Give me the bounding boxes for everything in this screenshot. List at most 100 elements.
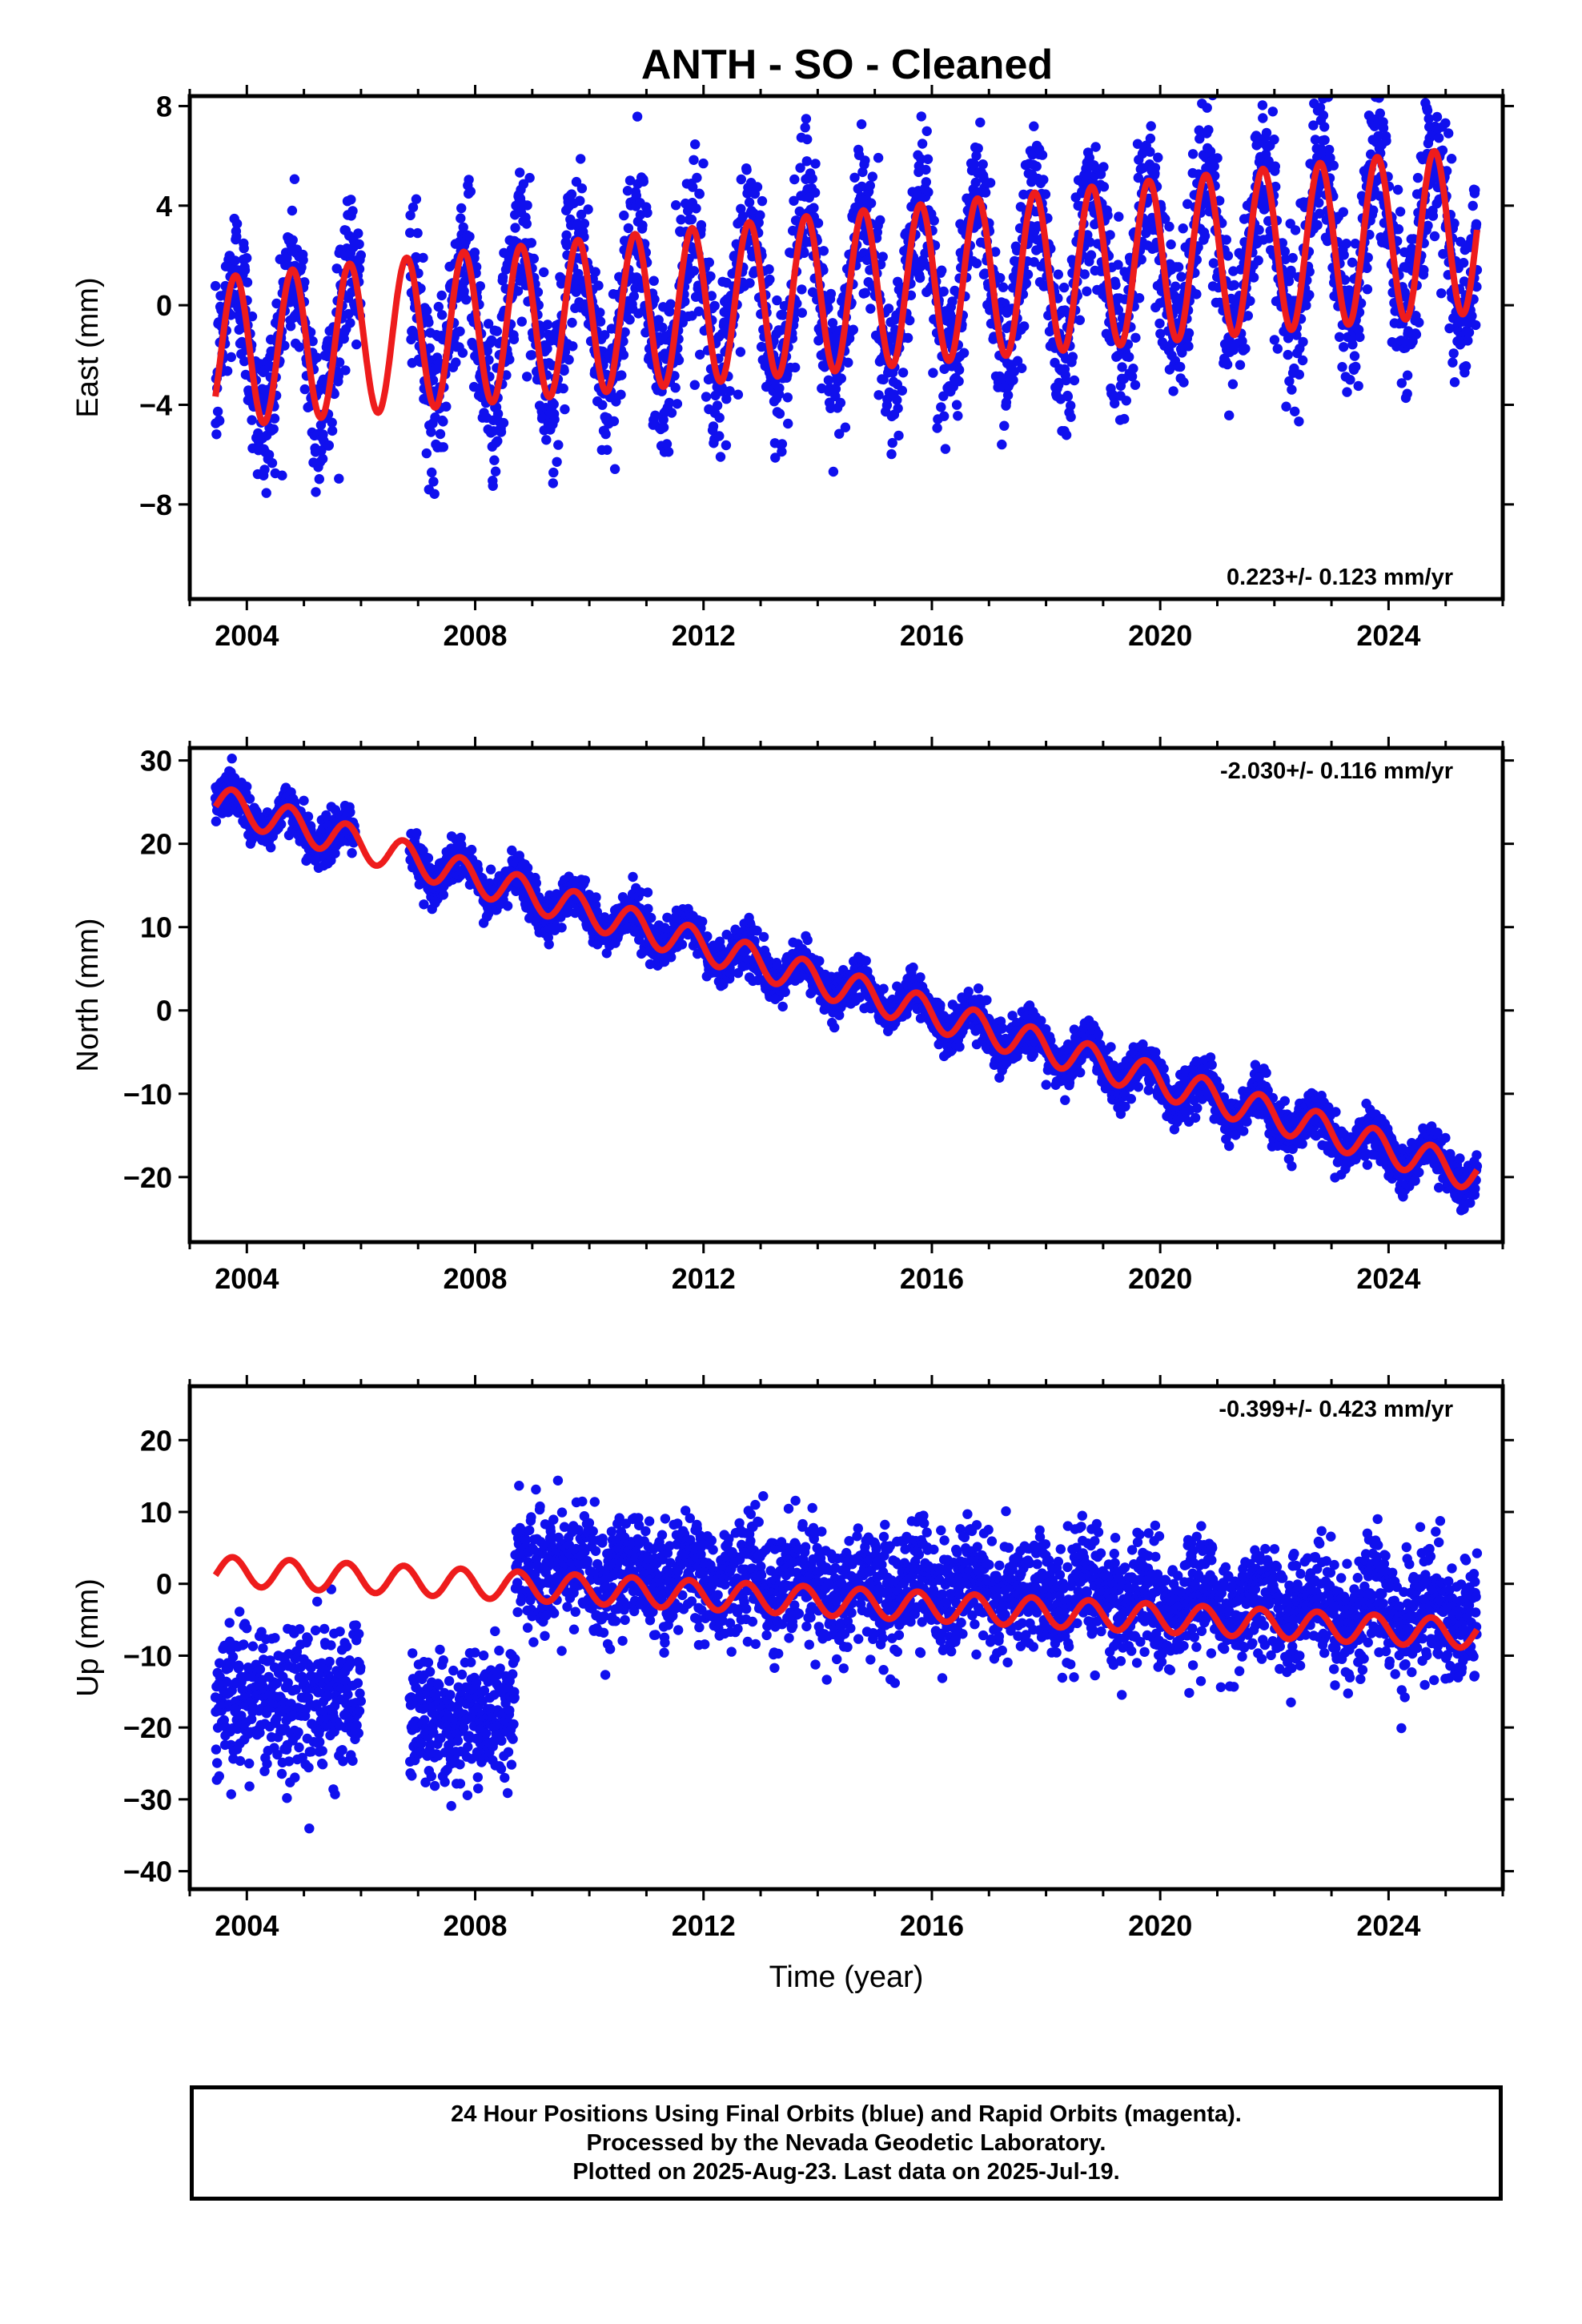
- data-point: [524, 172, 535, 183]
- data-point: [954, 376, 964, 387]
- data-point: [1431, 111, 1443, 123]
- data-point: [865, 180, 876, 191]
- data-point: [1166, 239, 1176, 250]
- data-point: [1067, 352, 1078, 362]
- data-point: [1287, 252, 1298, 263]
- data-point: [579, 219, 590, 229]
- data-point: [770, 452, 781, 463]
- data-point: [576, 183, 588, 194]
- data-point: [277, 470, 287, 480]
- data-point: [567, 317, 577, 328]
- data-point: [1021, 278, 1032, 289]
- data-point: [459, 286, 469, 296]
- data-point: [917, 139, 928, 149]
- data-point: [1098, 162, 1109, 172]
- data-point: [1031, 161, 1042, 171]
- data-point: [657, 322, 668, 333]
- data-point: [648, 275, 659, 286]
- data-point: [1173, 262, 1184, 272]
- data-point: [1199, 231, 1211, 241]
- data-point: [542, 320, 553, 330]
- data-point: [1150, 163, 1161, 173]
- data-point: [489, 455, 500, 465]
- data-point: [1253, 255, 1263, 266]
- data-point: [1132, 139, 1143, 149]
- data-point: [211, 816, 222, 826]
- data-point: [1341, 239, 1351, 249]
- data-point: [1269, 335, 1280, 345]
- data-point: [285, 321, 296, 332]
- data-point: [504, 354, 515, 365]
- data-point: [1290, 225, 1301, 235]
- data-point: [849, 172, 860, 183]
- data-point: [1178, 377, 1189, 388]
- data-point: [261, 488, 271, 498]
- data-point: [1395, 207, 1406, 217]
- data-point: [856, 119, 867, 130]
- data-point: [819, 362, 830, 372]
- data-point: [1429, 231, 1440, 242]
- data-point: [1008, 375, 1018, 385]
- data-point: [642, 887, 653, 898]
- data-point: [466, 844, 477, 855]
- data-point: [1392, 184, 1403, 195]
- data-point: [287, 205, 298, 216]
- data-point: [753, 217, 764, 228]
- data-point: [1304, 267, 1315, 277]
- data-point: [848, 324, 859, 335]
- data-point: [1449, 377, 1460, 388]
- data-point: [683, 206, 693, 216]
- data-point: [810, 159, 821, 169]
- data-point: [227, 754, 237, 764]
- data-point: [1237, 336, 1247, 347]
- data-point: [564, 355, 574, 365]
- data-point: [269, 413, 280, 424]
- data-point: [813, 218, 824, 228]
- data-point: [709, 300, 720, 312]
- data-point: [1373, 131, 1383, 141]
- data-point: [938, 286, 949, 297]
- data-point: [971, 151, 982, 161]
- data-point: [1412, 172, 1423, 183]
- data-point: [782, 392, 793, 403]
- data-point: [834, 428, 845, 439]
- data-point: [490, 466, 501, 476]
- data-point: [1396, 378, 1407, 388]
- data-point: [568, 341, 578, 352]
- data-point: [1079, 269, 1090, 279]
- data-point: [314, 474, 324, 485]
- data-point: [299, 384, 310, 395]
- data-point: [282, 253, 292, 263]
- data-point: [1471, 320, 1481, 331]
- data-point: [670, 383, 681, 393]
- data-point: [783, 418, 793, 429]
- data-point: [1182, 199, 1193, 209]
- data-point: [1102, 210, 1113, 221]
- data-point: [510, 223, 520, 233]
- data-point: [340, 365, 351, 376]
- data-point: [508, 334, 520, 344]
- data-point: [836, 373, 847, 384]
- data-point: [1012, 356, 1023, 366]
- data-point: [433, 301, 444, 312]
- data-point: [475, 281, 485, 292]
- data-point: [501, 370, 512, 380]
- data-point: [1270, 161, 1281, 171]
- data-point: [289, 174, 300, 184]
- data-point: [886, 448, 897, 460]
- data-point: [412, 828, 422, 838]
- data-point: [1002, 390, 1014, 400]
- data-point: [330, 848, 340, 858]
- data-point: [1062, 391, 1074, 402]
- data-point: [835, 397, 846, 408]
- data-point: [998, 282, 1009, 292]
- data-point: [497, 272, 508, 283]
- y-tick-label: −4: [139, 389, 172, 422]
- data-point: [1353, 380, 1363, 392]
- data-point: [1176, 271, 1186, 282]
- data-point: [995, 272, 1006, 283]
- data-point: [1290, 406, 1300, 416]
- data-point: [1229, 279, 1239, 291]
- data-point: [522, 372, 532, 382]
- data-point: [1110, 279, 1121, 290]
